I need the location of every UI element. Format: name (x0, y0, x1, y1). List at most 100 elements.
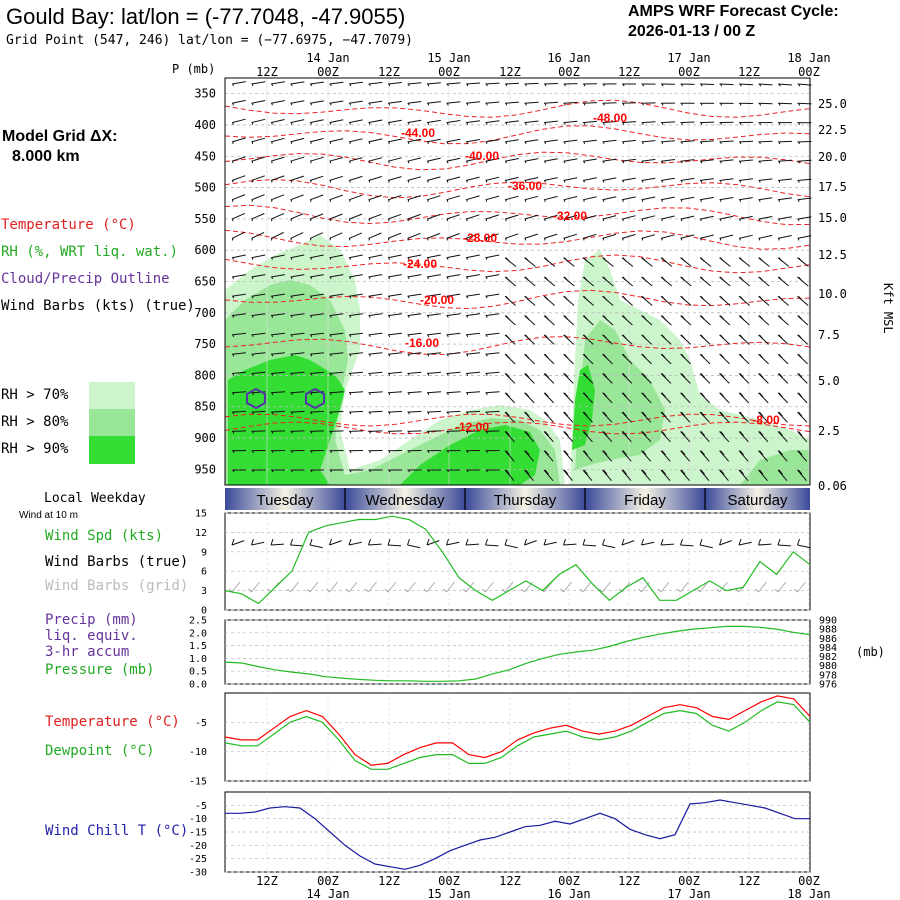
wind-barb-flag (369, 392, 371, 396)
surface-wind-barb (543, 541, 557, 546)
wind-barb-shaft (680, 234, 695, 239)
wind-barb-shaft (699, 83, 715, 85)
wind-barb-flag (583, 161, 585, 164)
wind-barb-shaft (660, 450, 671, 462)
wind-barb-flag (525, 373, 530, 378)
grid-wind-barb (485, 581, 494, 593)
wind-barb-shaft (309, 138, 324, 143)
wind-barb-shaft (699, 159, 714, 162)
wind-barb-flag (642, 373, 647, 378)
wind-barb-shaft (543, 195, 558, 201)
wind-barb-flag (778, 411, 783, 417)
wind-barb-shaft (719, 334, 731, 345)
wind-barb-shaft (270, 313, 285, 317)
wind-barb-flag (700, 276, 705, 282)
wind-barb-shaft (329, 352, 344, 355)
wind-barb-shaft (582, 120, 597, 124)
wind-barb-shaft (407, 410, 422, 413)
wind-barb-shaft (680, 353, 691, 365)
wind-barb-shaft (543, 83, 559, 85)
wind-barb-flag (310, 83, 312, 87)
wind-barb-flag (564, 141, 566, 145)
wind-barb-flag (232, 392, 235, 396)
wind-barb-flag (778, 180, 781, 183)
wind-barb-flag (369, 373, 371, 376)
wind-barb-shaft (797, 235, 812, 239)
wind-barb-flag (759, 199, 761, 202)
wind-barb-flag (661, 276, 666, 282)
wind-barb-flag (466, 103, 469, 106)
panel-tick-label: 2.0 (189, 628, 207, 639)
wind-barb-shaft (329, 391, 344, 394)
wind-barb-flag (622, 122, 625, 125)
wind-barb-shaft (660, 353, 672, 365)
wind-barb-flag (486, 431, 488, 434)
wind-chill-panel: -5 -10 -15 -20 -25 -30 (189, 791, 811, 879)
wind-barb-shaft (231, 156, 246, 162)
wind-barb-shaft (290, 254, 305, 259)
wind-barb-shaft (504, 353, 516, 365)
surface-wind-barb (407, 544, 421, 549)
wind-barb-flag (798, 180, 800, 183)
wind-barb-shaft (621, 196, 636, 201)
wind-barb-shaft (641, 196, 656, 201)
pressure-gridlines (225, 78, 810, 485)
wind-barb-flag (661, 257, 666, 262)
wind-barb-flag (291, 83, 293, 87)
wind-barb-flag (778, 392, 783, 398)
temperature-panel: -5 -10 -15 (189, 692, 811, 788)
wind-barb-flag (486, 296, 488, 299)
wind-barb-shaft (290, 156, 305, 162)
wind-barb-shaft (270, 430, 286, 432)
wind-barb-shaft (426, 313, 441, 317)
surface-wind-barb-flag (387, 538, 391, 546)
wind-barb-flag (681, 373, 686, 378)
grid-wind-barb (699, 581, 709, 593)
wind-barb-shaft (329, 81, 344, 85)
wind-barb-flag (486, 354, 488, 357)
wind-barb-shaft (738, 373, 750, 384)
wind-barb-flag (661, 122, 664, 125)
wind-barb-shaft (465, 352, 480, 355)
wind-barb-shaft (329, 410, 344, 413)
wind-barb-flag (661, 315, 666, 320)
wind-barb-flag (330, 392, 332, 396)
surface-wind-barb-flag (719, 538, 722, 546)
surface-wind-barb (660, 543, 675, 546)
wind-barb-shaft (270, 100, 285, 104)
wind-barb-flag (798, 141, 800, 145)
grid-wind-barb (641, 581, 650, 593)
wind-barb-flag (291, 354, 293, 357)
wind-barb-flag (720, 392, 725, 398)
wind-barb-flag (759, 450, 764, 456)
wind-barb-shaft (738, 83, 754, 86)
wind-barb-shaft (485, 430, 500, 432)
wind-barb-shaft (641, 234, 656, 239)
wind-barb-flag (700, 141, 703, 145)
wind-barb-shaft (387, 119, 402, 124)
wind-barb-flag (603, 103, 605, 106)
wind-barb-flag (349, 469, 352, 473)
wind-barb-flag (466, 411, 469, 415)
wind-barb-flag (388, 373, 391, 376)
wind-barb-flag (681, 469, 686, 475)
wind-barb-flag (310, 218, 312, 222)
rh90-label: RH > 90% (1, 441, 69, 457)
wind-barb-shaft (446, 430, 461, 432)
height-tick-label: 5.0 (818, 374, 840, 388)
wind-barb-flag (720, 161, 722, 164)
wind-barb-shaft (309, 119, 324, 124)
wind-barb-shaft (407, 254, 422, 259)
wind-barb-flag (486, 450, 488, 454)
wind-barb-shaft (777, 235, 792, 239)
wind-barb-flag (603, 431, 608, 436)
wind-barb-shaft (270, 194, 285, 201)
surface-wind-barb (231, 540, 245, 546)
wind-barb-flag (622, 411, 627, 417)
surface-wind-barb-flag (563, 538, 566, 546)
wind-barb-shaft (329, 138, 344, 143)
top-date-label: 14 Jan (306, 51, 349, 65)
wind-barb-shaft (582, 177, 597, 181)
wind-barb-flag (778, 431, 783, 436)
wind-barb-shaft (348, 352, 363, 355)
